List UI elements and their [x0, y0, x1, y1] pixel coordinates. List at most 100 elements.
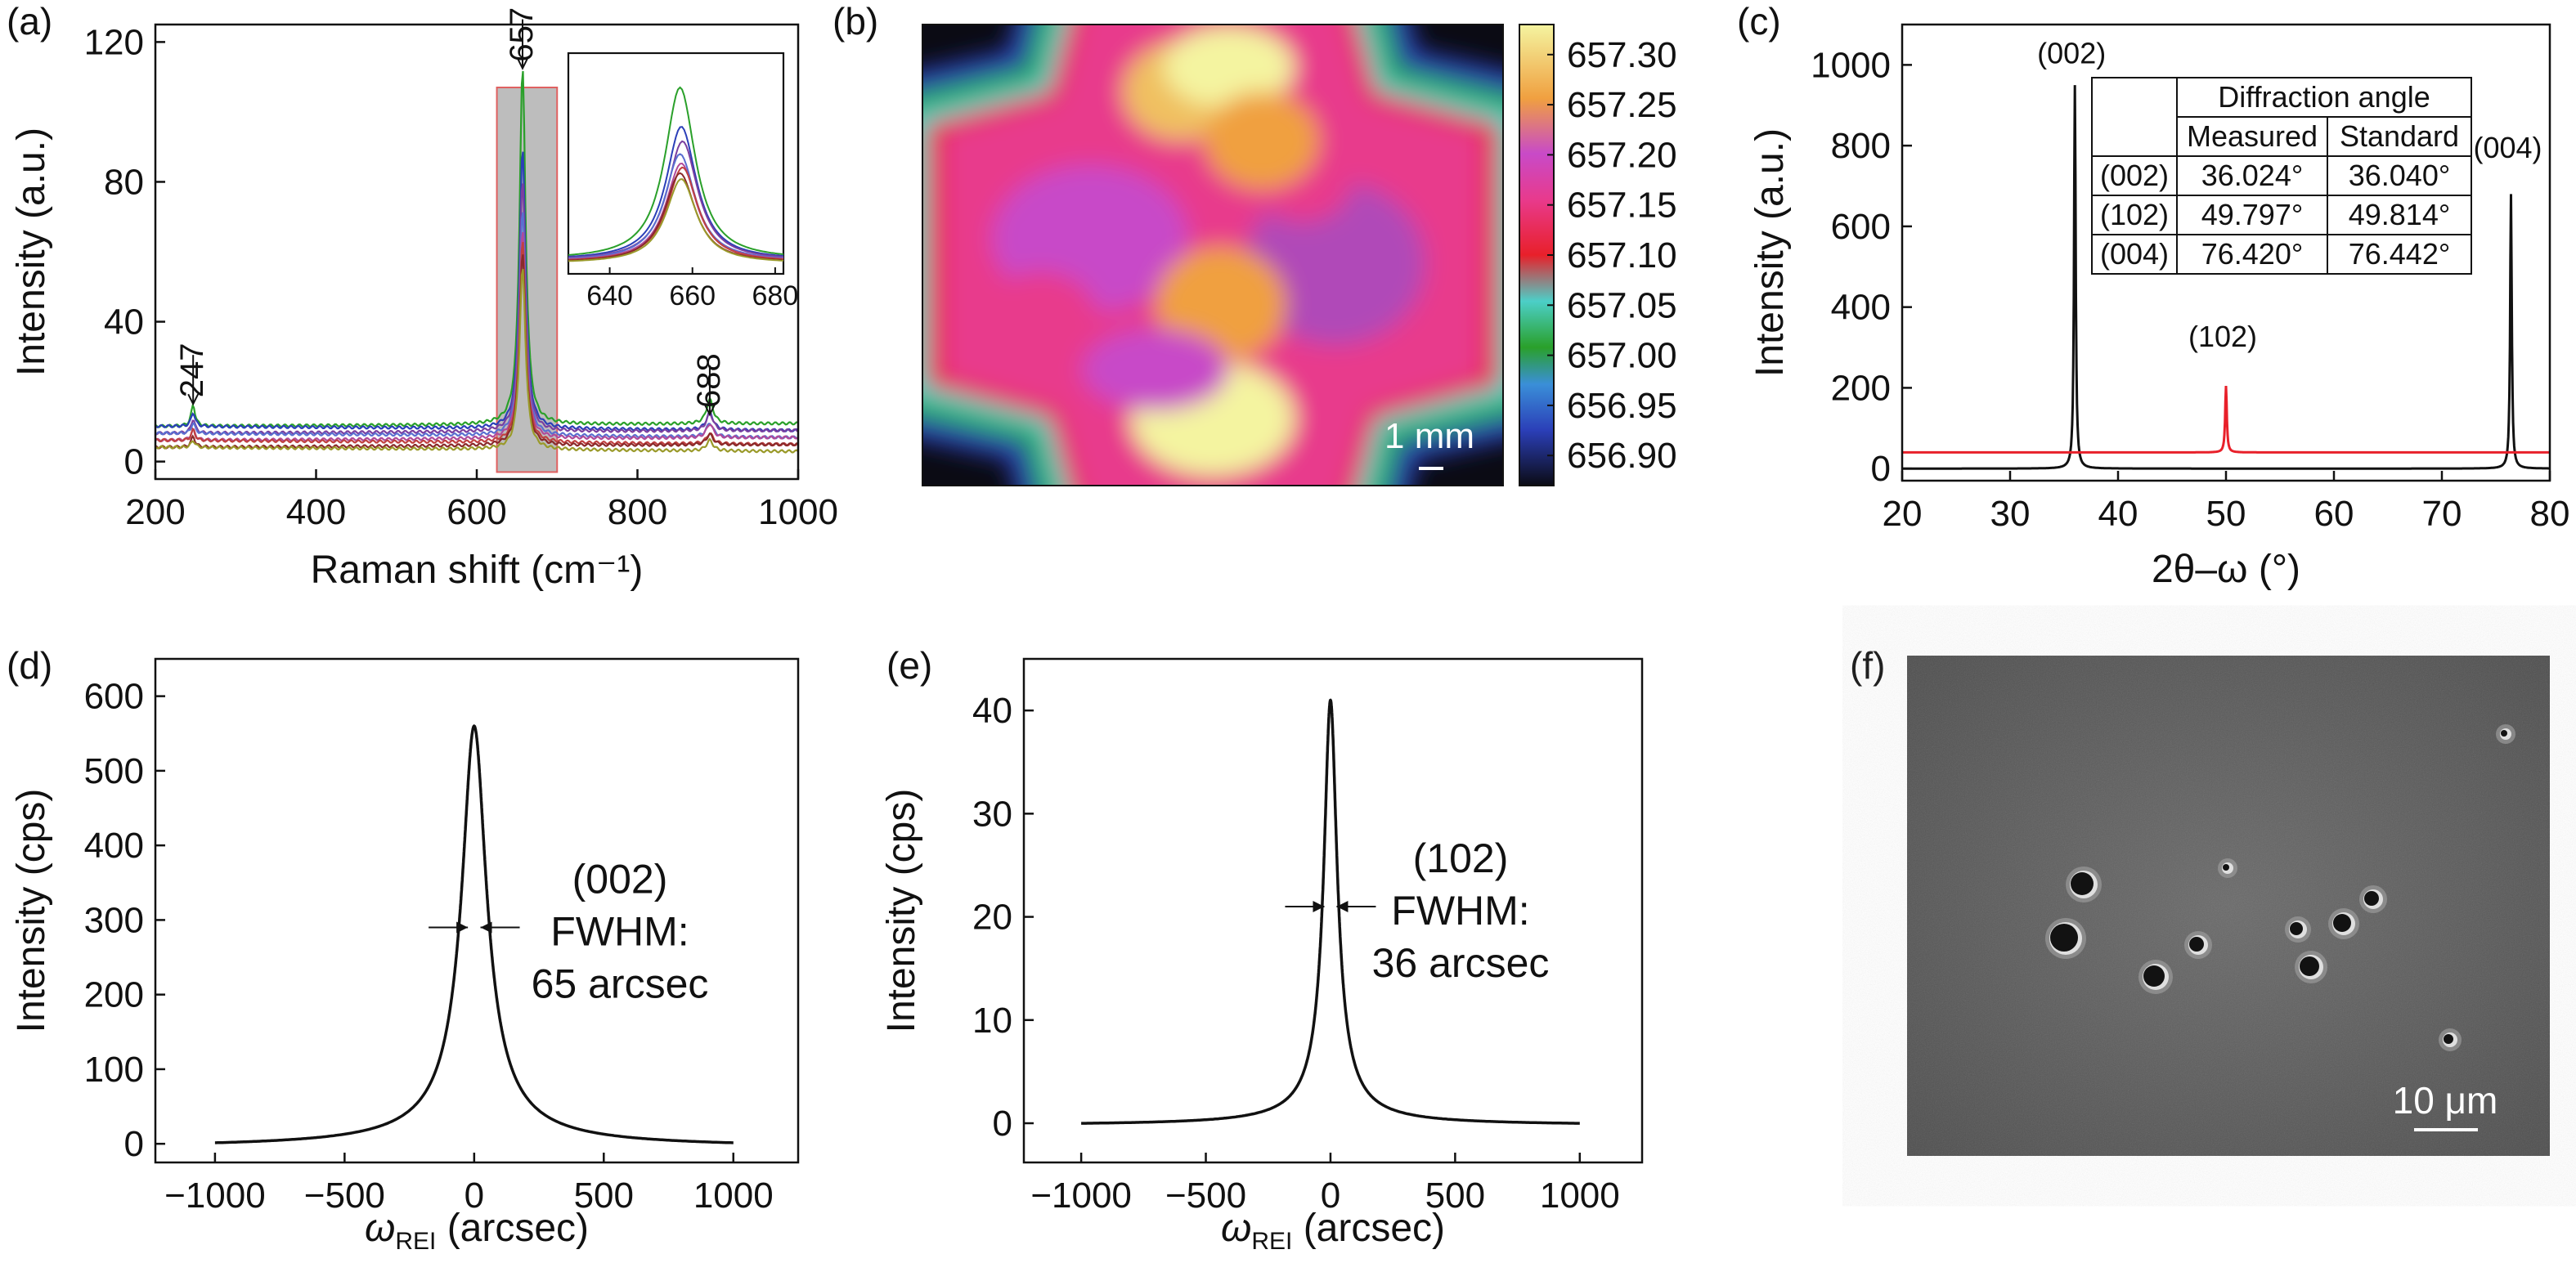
angle-table: Diffraction angle Measured Standard (002) 36… [2091, 77, 2472, 275]
sem-pit [2189, 937, 2204, 952]
sem-pit [2300, 956, 2319, 976]
x-title-symbol: ω [1221, 1207, 1251, 1250]
sem-pit [2444, 1034, 2453, 1044]
x-tick-label: 1000 [693, 1176, 774, 1216]
x-tick-label: 200 [125, 492, 185, 532]
fwhm-annotation: (102) [1413, 835, 1509, 881]
colorbar [1519, 24, 1555, 486]
heatmap-blob [1164, 26, 1295, 108]
inset-series [568, 153, 783, 259]
x-title-symbol: ω [365, 1207, 395, 1250]
arrow-head [187, 393, 200, 406]
x-tick-label: −1000 [1030, 1176, 1132, 1216]
y-axis-title: Intensity (a.u.) [1748, 128, 1792, 377]
sem-pit [2050, 924, 2078, 952]
y-tick-label: 40 [972, 691, 1012, 731]
colorbar-tick-label: 656.90 [1567, 436, 1677, 476]
x-tick-label: 500 [1425, 1176, 1485, 1216]
panel-f: (f) 10 μm [1850, 644, 2550, 1156]
panel-label: (c) [1737, 0, 1781, 43]
fwhm-annotation: FWHM: [1391, 888, 1529, 934]
y-axis-title: Intensity (cps) [880, 789, 923, 1033]
sem-pit [2333, 914, 2351, 932]
y-tick-label: 800 [1831, 126, 1891, 166]
y-tick-label: 300 [84, 900, 144, 940]
arrow-head [704, 404, 716, 417]
sem-pit [2223, 864, 2229, 871]
table-cell: 36.040° [2349, 159, 2451, 192]
x-title-subscript: REI [395, 1228, 436, 1255]
inset-tick-label: 680 [752, 280, 799, 311]
x-tick-label: −500 [304, 1176, 385, 1216]
series-line [1902, 385, 2550, 454]
series-lines [1902, 85, 2550, 470]
scale-bar-label: 1 mm [1384, 416, 1474, 456]
panel-e: (e) −1000 −500 0 500 1000 0 10 20 30 40 ωREI (arcse… [880, 644, 1644, 1255]
panel-label: (f) [1850, 644, 1885, 687]
y-tick-label: 120 [84, 22, 144, 62]
y-tick-label: 0 [1871, 449, 1891, 489]
x-tick-label: −500 [1165, 1176, 1246, 1216]
y-tick-label: 100 [84, 1050, 144, 1090]
heatmap-blob [984, 271, 1098, 369]
y-tick-label: 600 [1831, 207, 1891, 247]
y-tick-label: 10 [972, 1001, 1012, 1041]
sem-pit [2143, 965, 2165, 987]
y-tick-label: 0 [124, 442, 144, 482]
colorbar-tick-label: 657.30 [1567, 35, 1677, 75]
peak-label: (002) [2037, 36, 2106, 69]
colorbar-tick-label: 657.25 [1567, 85, 1677, 125]
x-title-subscript: REI [1251, 1228, 1292, 1255]
colorbar-tick-label: 657.00 [1567, 336, 1677, 376]
x-tick-label: 20 [1883, 494, 1923, 534]
inset-tick-label: 640 [586, 280, 633, 311]
panel-label: (e) [886, 644, 932, 687]
y-tick-label: 20 [972, 898, 1012, 938]
table-cell: 49.797° [2201, 198, 2304, 231]
inset-frame [567, 52, 785, 275]
y-tick-label: 30 [972, 794, 1012, 834]
x-tick-label: 0 [1321, 1176, 1340, 1216]
scale-bar-label: 10 μm [2393, 1079, 2498, 1122]
y-tick-label: 0 [993, 1104, 1012, 1144]
panel-label: (b) [832, 0, 878, 43]
peak-label: 688 [691, 353, 727, 408]
heatmap-blob [1082, 329, 1229, 410]
fwhm-annotation: (002) [572, 857, 668, 902]
inset-tick-label: 660 [669, 280, 716, 311]
heatmap-blob [1156, 247, 1286, 361]
peak-label: 657 [504, 7, 540, 62]
series-lines [214, 723, 734, 1144]
x-axis-title: ωREI (arcsec) [365, 1207, 589, 1255]
arrow-head [480, 921, 492, 934]
heatmap-blob [1245, 181, 1425, 345]
heatmap-field [922, 25, 1503, 486]
panel-b: (b) 1 mm 657.30 657.25 657.20 657.15 657.10 657… [832, 0, 1677, 486]
colorbar-tick-label: 657.15 [1567, 186, 1677, 226]
y-tick-label: 40 [104, 302, 144, 343]
series-line [155, 241, 798, 447]
colorbar-tick-label: 657.20 [1567, 135, 1677, 175]
fwhm-annotation: FWHM: [550, 909, 689, 955]
inset-series [568, 86, 783, 256]
fwhm-annotation: 36 arcsec [1372, 940, 1550, 986]
peak-label: (004) [2473, 131, 2542, 164]
inset-series [568, 178, 783, 262]
table-row-label: (002) [2100, 159, 2169, 192]
x-axis-title: Raman shift (cm⁻¹) [311, 549, 644, 592]
heatmap-blob [1205, 92, 1319, 190]
x-axis-title: ωREI (arcsec) [1221, 1207, 1445, 1255]
series-lines [1081, 698, 1580, 1125]
x-tick-label: 40 [2098, 494, 2138, 534]
series-lines [155, 70, 798, 454]
y-tick-label: 80 [104, 162, 144, 202]
panel-d: (d) −1000 −500 0 500 1000 0 100 200 300 400 500 600 ω… [7, 644, 800, 1255]
x-title-unit: (arcsec) [1292, 1207, 1445, 1250]
sem-texture [1907, 656, 2550, 1156]
x-tick-label: 50 [2206, 494, 2246, 534]
x-tick-label: 600 [447, 492, 506, 532]
arrow-head [517, 58, 528, 70]
x-tick-label: 30 [1990, 494, 2031, 534]
sem-pit [2290, 922, 2303, 935]
x-tick-label: 1000 [1540, 1176, 1620, 1216]
